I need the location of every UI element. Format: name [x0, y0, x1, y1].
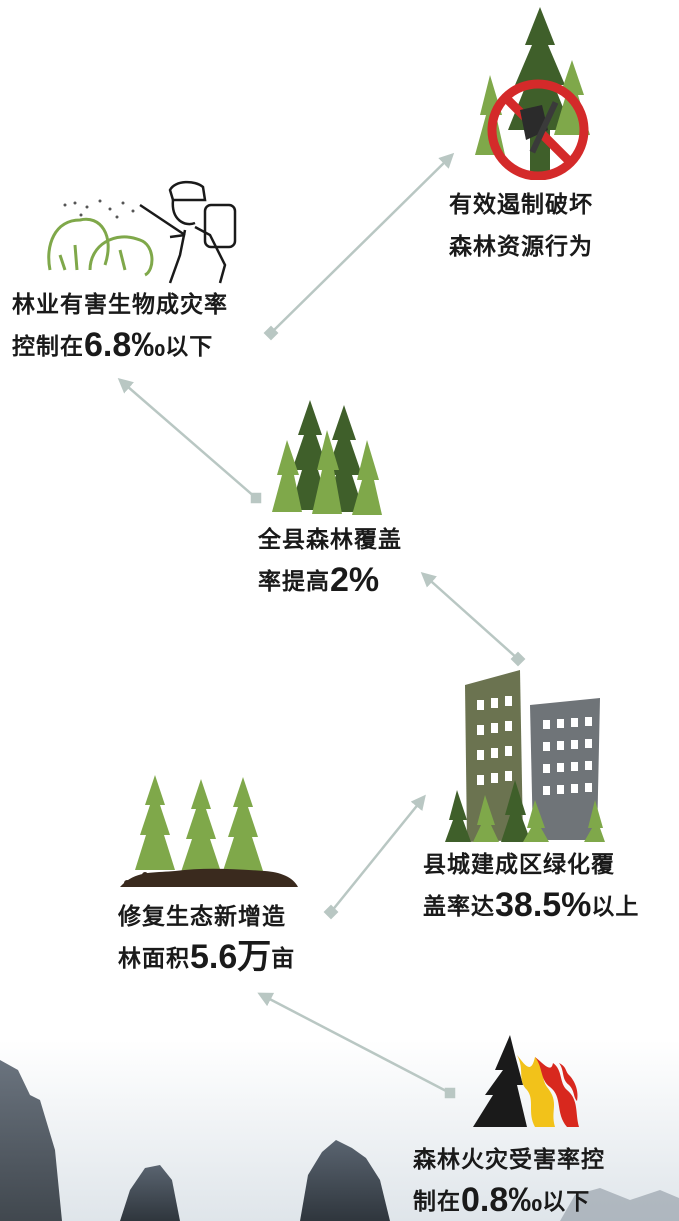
caption-fire-damage: 森林火灾受害率控 制在0.8‰以下	[413, 1140, 605, 1220]
caption-urban-greening: 县城建成区绿化覆 盖率达38.5%以上	[423, 845, 639, 925]
pine-forest-icon	[272, 400, 382, 515]
caption-line1: 林业有害生物成灾率	[12, 292, 228, 318]
caption-line1: 县城建成区绿化覆	[423, 852, 615, 878]
forest-fire-flame-icon	[473, 1035, 579, 1127]
arrow-pest-to-destruction	[270, 152, 455, 334]
no-axe-in-forest-icon	[475, 7, 590, 180]
arrow-fire-to-afforestation	[257, 992, 451, 1095]
caption-new-afforestation: 修复生态新增造 林面积5.6万亩	[118, 897, 295, 977]
caption-stop-destruction: 有效遏制破坏 森林资源行为	[449, 185, 593, 265]
caption-line1: 有效遏制破坏	[449, 192, 593, 218]
arrow-afforestation-to-greening	[330, 794, 426, 913]
caption-line2: 控制在6.8‰以下	[12, 326, 214, 364]
caption-line2: 盖率达38.5%以上	[423, 886, 640, 924]
arrow-coverage-to-pest	[117, 378, 257, 499]
caption-line1: 全县森林覆盖	[258, 527, 402, 553]
arrow-greening-to-coverage	[420, 571, 519, 660]
caption-line2: 森林资源行为	[449, 234, 593, 260]
caption-line2: 率提高2%	[258, 561, 380, 599]
city-buildings-icon	[445, 670, 605, 842]
caption-line2: 制在0.8‰以下	[413, 1181, 591, 1219]
caption-forest-coverage: 全县森林覆盖 率提高2%	[258, 520, 402, 600]
worker-spraying-pesticide-icon	[47, 180, 237, 284]
caption-line2: 林面积5.6万亩	[118, 938, 296, 976]
caption-line1: 森林火灾受害率控	[413, 1147, 605, 1173]
planted-saplings-icon	[120, 775, 298, 887]
caption-pest-control: 林业有害生物成灾率 控制在6.8‰以下	[12, 285, 228, 365]
caption-line1: 修复生态新增造	[118, 904, 286, 930]
